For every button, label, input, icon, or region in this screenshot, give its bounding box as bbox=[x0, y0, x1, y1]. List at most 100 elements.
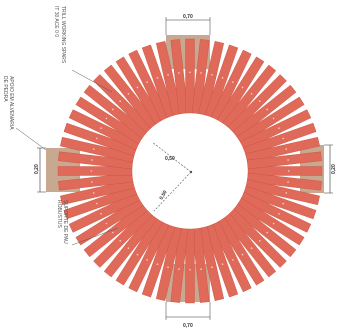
callout-top: TRILL WORKING SPARS IT 30 ACE 0 0 bbox=[53, 6, 113, 93]
plank bbox=[222, 213, 277, 278]
radius-line-upper bbox=[151, 141, 192, 173]
plank-fastener bbox=[250, 93, 253, 95]
plank-fastener bbox=[167, 266, 169, 269]
plank bbox=[246, 172, 322, 191]
plank-fastener bbox=[189, 268, 191, 271]
callout-bottom-left-line1: SUPORTE DE PAU bbox=[62, 200, 68, 244]
plank bbox=[93, 74, 153, 134]
plank-fastener bbox=[266, 231, 268, 234]
plank bbox=[103, 213, 158, 278]
radius-line-lower bbox=[153, 171, 192, 212]
plank bbox=[83, 203, 148, 258]
plank-fastener bbox=[96, 137, 98, 140]
plank-fastener bbox=[96, 202, 98, 205]
plank bbox=[128, 49, 170, 121]
plank-fastener bbox=[232, 259, 234, 261]
callout-bottom-left-line2: ROBUSTUS bbox=[56, 200, 62, 228]
plank-fastener bbox=[200, 72, 202, 74]
plank bbox=[240, 109, 312, 151]
plank-fastener bbox=[285, 192, 288, 194]
plank bbox=[170, 227, 189, 303]
plank bbox=[210, 49, 252, 121]
plank-fastener bbox=[287, 159, 289, 161]
plank bbox=[240, 191, 312, 233]
dimension-label-right: 0,20 bbox=[331, 164, 337, 174]
plank bbox=[243, 185, 317, 220]
plank bbox=[155, 41, 182, 116]
plank bbox=[232, 203, 297, 258]
plank-fastener bbox=[282, 202, 284, 205]
plank bbox=[63, 122, 137, 157]
plank-fastener bbox=[119, 239, 122, 242]
plank bbox=[141, 224, 176, 298]
plank-fastener bbox=[92, 148, 95, 150]
plank bbox=[68, 191, 140, 233]
plank bbox=[170, 39, 189, 115]
plank bbox=[93, 208, 153, 268]
dimension-label-left: 0,20 bbox=[34, 164, 40, 174]
plank bbox=[68, 109, 140, 151]
plank bbox=[63, 185, 137, 220]
plank-fastener bbox=[127, 247, 130, 249]
plank bbox=[75, 96, 144, 145]
plank-fastener bbox=[112, 231, 114, 234]
plank bbox=[198, 41, 225, 116]
plank-fastener bbox=[91, 159, 93, 161]
plank bbox=[57, 166, 133, 176]
plank-fastener bbox=[189, 71, 191, 74]
plank-fastener bbox=[178, 268, 180, 270]
plank bbox=[245, 179, 320, 206]
radius-dimensions: 0,50 0,50 bbox=[151, 141, 193, 212]
plank-fastener bbox=[167, 73, 169, 76]
plank-fastener bbox=[285, 148, 288, 150]
plank-fastener bbox=[266, 108, 268, 111]
plank-fastener bbox=[272, 117, 275, 120]
plank-fastener bbox=[156, 77, 159, 79]
plank-fastener bbox=[211, 73, 213, 76]
dimension-bottom: 0,70 bbox=[165, 302, 211, 329]
leader-line-bottom-left bbox=[71, 227, 119, 246]
plank-fastener bbox=[105, 222, 108, 225]
radial-planks bbox=[57, 38, 323, 304]
plank bbox=[185, 38, 195, 114]
plank-fastener bbox=[258, 100, 261, 103]
callout-left-line1: APOIO EM ALVENARIA bbox=[8, 76, 14, 130]
plank bbox=[198, 226, 225, 301]
dimension-top: 0,70 bbox=[165, 14, 211, 35]
plank-fastener bbox=[178, 72, 180, 74]
plank-fastener bbox=[146, 81, 148, 83]
plank bbox=[216, 217, 265, 286]
plank-fastener bbox=[127, 93, 130, 95]
leader-line-left bbox=[15, 127, 47, 151]
center-point bbox=[189, 170, 193, 174]
plank-fastener bbox=[112, 108, 114, 111]
callout-top-line2: IT 30 ACE 0 0 bbox=[53, 6, 59, 37]
dimension-label-bottom: 0,70 bbox=[183, 323, 193, 329]
plank-fastener bbox=[278, 213, 280, 215]
callout-left-line2: DE PEDRA bbox=[2, 76, 8, 102]
plank bbox=[216, 56, 265, 125]
plank bbox=[155, 226, 182, 301]
plank bbox=[227, 74, 287, 134]
plank-fastener bbox=[136, 253, 139, 256]
dimension-left: 0,20 bbox=[34, 147, 46, 193]
plank bbox=[58, 172, 134, 191]
plank bbox=[246, 151, 322, 170]
plank bbox=[58, 151, 134, 170]
plank bbox=[210, 221, 252, 293]
plank-fastener bbox=[221, 263, 224, 265]
plank bbox=[222, 64, 277, 129]
callout-left: APOIO EM ALVENARIA DE PEDRA bbox=[2, 76, 47, 151]
plank-fastener bbox=[146, 259, 148, 261]
plank bbox=[243, 122, 317, 157]
plank-fastener bbox=[221, 77, 224, 79]
plank bbox=[60, 179, 135, 206]
plank bbox=[204, 224, 239, 298]
plank-fastener bbox=[258, 239, 261, 242]
plank bbox=[83, 84, 148, 139]
callout-bottom-left: SUPORTE DE PAU ROBUSTUS bbox=[56, 200, 119, 246]
plank bbox=[103, 64, 158, 129]
leader-line-top bbox=[71, 69, 113, 93]
plank-fastener bbox=[200, 268, 202, 270]
